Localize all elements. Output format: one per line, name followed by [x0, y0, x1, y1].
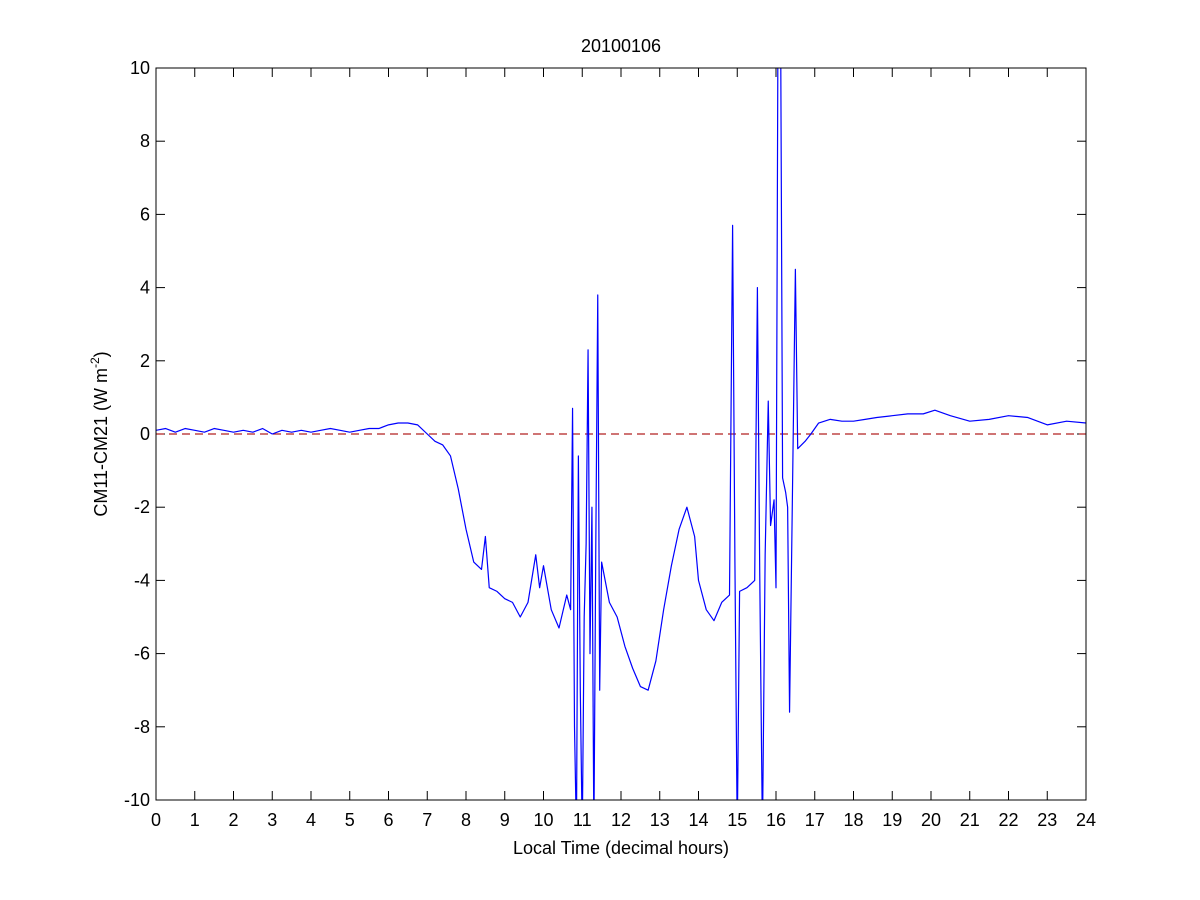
x-tick-label: 0 — [151, 810, 161, 830]
y-tick-label: -6 — [134, 644, 150, 664]
x-tick-label: 14 — [688, 810, 708, 830]
y-tick-label: -8 — [134, 717, 150, 737]
x-tick-label: 3 — [267, 810, 277, 830]
y-tick-label: -4 — [134, 570, 150, 590]
y-tick-label: 2 — [140, 351, 150, 371]
x-tick-label: 1 — [190, 810, 200, 830]
x-tick-label: 8 — [461, 810, 471, 830]
plot-area — [156, 68, 1086, 800]
y-tick-label: -10 — [124, 790, 150, 810]
x-tick-label: 12 — [611, 810, 631, 830]
y-axis-label-superscript: -2 — [88, 357, 102, 368]
x-tick-label: 22 — [998, 810, 1018, 830]
y-tick-label: 6 — [140, 204, 150, 224]
x-tick-label: 10 — [533, 810, 553, 830]
axes-box — [155, 67, 1087, 801]
y-tick-label: 4 — [140, 278, 150, 298]
x-tick-label: 19 — [882, 810, 902, 830]
y-axis-label-suffix: ) — [91, 351, 111, 357]
x-tick-label: 20 — [921, 810, 941, 830]
data-line — [156, 68, 1086, 800]
x-tick-label: 23 — [1037, 810, 1057, 830]
x-axis-label: Local Time (decimal hours) — [513, 838, 729, 858]
y-tick-label: 10 — [130, 58, 150, 78]
y-axis-label-text: CM11-CM21 (W m — [91, 368, 111, 517]
x-tick-label: 15 — [727, 810, 747, 830]
x-tick-label: 6 — [383, 810, 393, 830]
x-tick-label: 24 — [1076, 810, 1096, 830]
x-tick-label: 7 — [422, 810, 432, 830]
x-tick-label: 16 — [766, 810, 786, 830]
y-tick-label: -2 — [134, 497, 150, 517]
x-tick-label: 2 — [228, 810, 238, 830]
chart-title: 20100106 — [581, 36, 661, 56]
x-tick-label: 11 — [573, 810, 592, 830]
x-tick-label: 4 — [306, 810, 316, 830]
x-tick-label: 21 — [960, 810, 980, 830]
x-tick-label: 5 — [345, 810, 355, 830]
y-tick-label: 0 — [140, 424, 150, 444]
y-tick-label: 8 — [140, 131, 150, 151]
x-tick-label: 17 — [805, 810, 825, 830]
x-tick-label: 18 — [843, 810, 863, 830]
x-tick-label: 13 — [650, 810, 670, 830]
y-axis-label: CM11-CM21 (W m-2) — [88, 351, 111, 516]
x-tick-label: 9 — [500, 810, 510, 830]
